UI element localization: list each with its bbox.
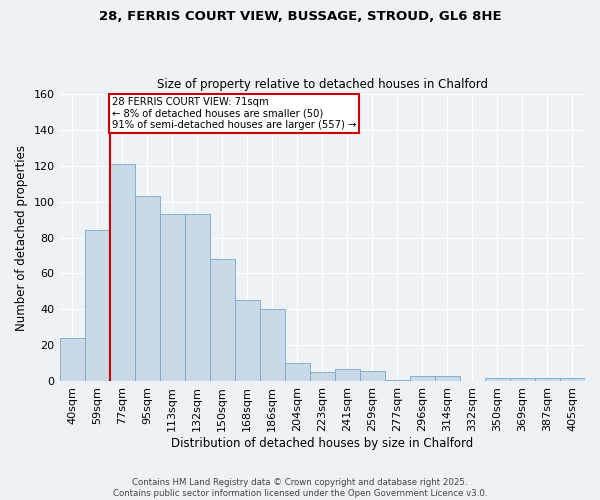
Bar — [185, 214, 209, 382]
Bar — [285, 364, 310, 382]
Bar — [385, 380, 410, 382]
Bar — [335, 369, 360, 382]
Bar — [235, 300, 260, 382]
Text: 28 FERRIS COURT VIEW: 71sqm
← 8% of detached houses are smaller (50)
91% of semi: 28 FERRIS COURT VIEW: 71sqm ← 8% of deta… — [112, 97, 356, 130]
Text: 28, FERRIS COURT VIEW, BUSSAGE, STROUD, GL6 8HE: 28, FERRIS COURT VIEW, BUSSAGE, STROUD, … — [98, 10, 502, 23]
Title: Size of property relative to detached houses in Chalford: Size of property relative to detached ho… — [157, 78, 488, 91]
Bar — [410, 376, 435, 382]
Y-axis label: Number of detached properties: Number of detached properties — [15, 144, 28, 330]
Bar — [535, 378, 560, 382]
Text: Contains HM Land Registry data © Crown copyright and database right 2025.
Contai: Contains HM Land Registry data © Crown c… — [113, 478, 487, 498]
Bar — [485, 378, 510, 382]
Bar — [310, 372, 335, 382]
X-axis label: Distribution of detached houses by size in Chalford: Distribution of detached houses by size … — [171, 437, 473, 450]
Bar — [209, 259, 235, 382]
Bar — [134, 196, 160, 382]
Bar — [510, 378, 535, 382]
Bar — [435, 376, 460, 382]
Bar — [59, 338, 85, 382]
Bar — [110, 164, 134, 382]
Bar — [360, 370, 385, 382]
Bar — [560, 378, 585, 382]
Bar — [160, 214, 185, 382]
Bar — [85, 230, 110, 382]
Bar — [260, 310, 285, 382]
